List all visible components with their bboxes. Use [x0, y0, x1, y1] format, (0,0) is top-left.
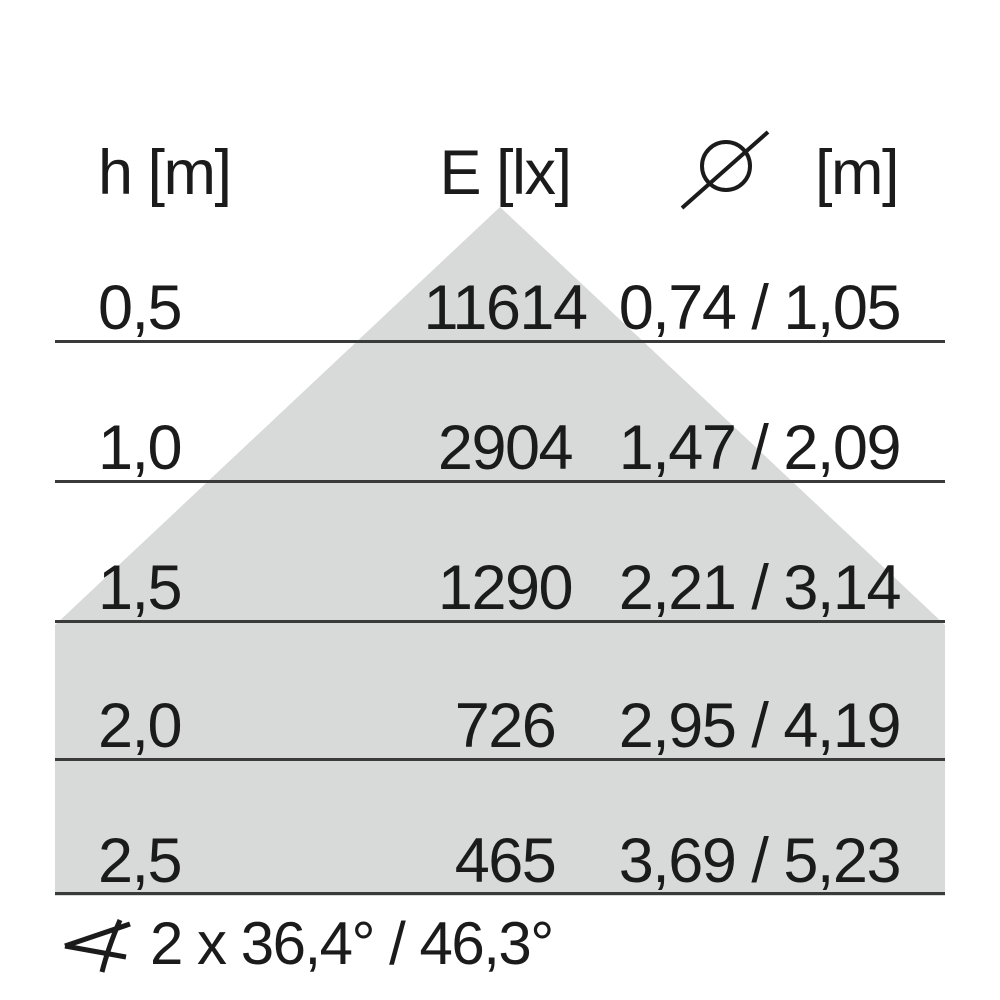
table-header-e: E [lx] — [439, 138, 572, 208]
e-value: 465 — [454, 826, 557, 896]
h-value: 0,5 — [98, 273, 183, 343]
diameter-value: 1,47 / 2,09 — [618, 413, 902, 483]
table-header-diameter-unit: [m] — [815, 138, 900, 208]
table-header-h: h [m] — [98, 138, 232, 208]
cone-polygon — [55, 207, 945, 896]
diameter-value: 2,21 / 3,14 — [618, 553, 902, 623]
row-divider — [55, 892, 945, 895]
h-value: 1,0 — [98, 413, 183, 483]
measured-angle-icon — [64, 919, 131, 973]
row-divider — [55, 340, 945, 343]
e-value: 1290 — [437, 553, 574, 623]
h-value: 1,5 — [98, 553, 183, 623]
diameter-value: 2,95 / 4,19 — [618, 691, 902, 761]
e-value: 11614 — [423, 273, 588, 343]
row-divider — [55, 480, 945, 483]
row-divider — [55, 620, 945, 623]
diameter-value: 0,74 / 1,05 — [618, 273, 902, 343]
h-value: 2,5 — [98, 826, 183, 896]
diameter-icon — [680, 130, 770, 210]
e-value: 726 — [454, 691, 557, 761]
diameter-value: 3,69 / 5,23 — [618, 826, 902, 896]
h-value: 2,0 — [98, 691, 183, 761]
row-divider — [55, 758, 945, 761]
beam-angle-label: 2 x 36,4° / 46,3° — [150, 910, 554, 977]
e-value: 2904 — [437, 413, 574, 483]
